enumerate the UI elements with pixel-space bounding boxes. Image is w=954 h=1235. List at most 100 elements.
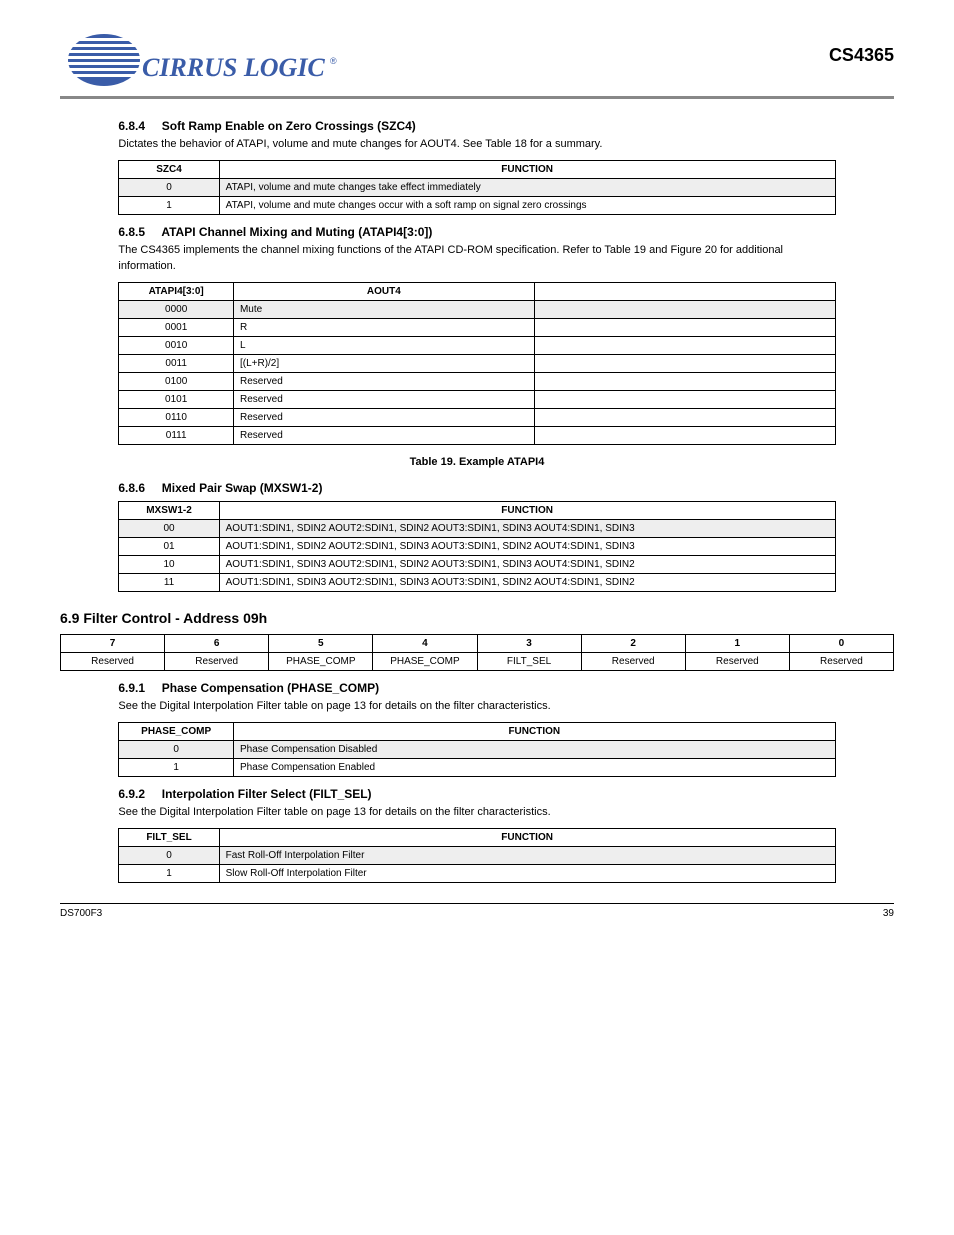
table-cell: Phase Compensation Enabled [233,758,835,776]
table-cell: 1 [119,758,234,776]
table-cell: Slow Roll-Off Interpolation Filter [219,865,835,883]
section-desc: Dictates the behavior of ATAPI, volume a… [118,137,835,152]
section-heading: 6.9.2 Interpolation Filter Select (FILT_… [118,787,835,801]
bit-cell: FILT_SEL [477,652,581,670]
heading-text: Interpolation Filter Select (FILT_SEL) [162,787,372,801]
table-cell: L [233,337,534,355]
table-cell: 10 [119,555,219,573]
register-bits-table: 7 6 5 4 3 2 1 0 Reserved Reserved PHASE_… [60,634,894,671]
logo: CIRRUS LOGIC ® [60,30,894,90]
footer-right: 39 [883,908,894,919]
table-cell: Reserved [233,427,534,445]
table-cell: AOUT1:SDIN1, SDIN2 AOUT2:SDIN1, SDIN2 AO… [219,519,835,537]
bit-cell: PHASE_COMP [269,652,373,670]
table-header [534,283,835,301]
table-header: PHASE_COMP [119,722,234,740]
table-cell [534,391,835,409]
table-cell: R [233,319,534,337]
table-cell: Fast Roll-Off Interpolation Filter [219,847,835,865]
table-cell [534,373,835,391]
mxsw-table: MXSW1-2 FUNCTION 00AOUT1:SDIN1, SDIN2 AO… [118,501,835,592]
table-cell: Reserved [233,409,534,427]
table-cell: 0111 [119,427,234,445]
table-header: FUNCTION [219,501,835,519]
table-cell: 11 [119,573,219,591]
svg-text:CIRRUS LOGIC: CIRRUS LOGIC [142,53,325,82]
bit-header: 6 [165,634,269,652]
table-cell: 0000 [119,301,234,319]
table-cell: 0100 [119,373,234,391]
table-cell [534,337,835,355]
bit-cell: Reserved [61,652,165,670]
table-header: FUNCTION [233,722,835,740]
section-desc: See the Digital Interpolation Filter tab… [118,805,835,820]
heading-text: Mixed Pair Swap (MXSW1-2) [162,481,323,495]
table-header: SZC4 [119,161,219,179]
table-caption: Table 19. Example ATAPI4 [118,455,835,470]
table-cell: 0 [119,179,219,197]
table-cell: 1 [119,865,219,883]
table-cell: Mute [233,301,534,319]
table-cell: ATAPI, volume and mute changes occur wit… [219,197,835,215]
heading-num: 6.9.1 [118,681,145,695]
table-cell: AOUT1:SDIN1, SDIN3 AOUT2:SDIN1, SDIN2 AO… [219,555,835,573]
table-cell: [(L+R)/2] [233,355,534,373]
table-cell: 0001 [119,319,234,337]
section-heading: 6.8.6 Mixed Pair Swap (MXSW1-2) [118,481,835,495]
bit-header: 4 [373,634,477,652]
table-cell: 1 [119,197,219,215]
table-header: MXSW1-2 [119,501,219,519]
bit-cell: Reserved [685,652,789,670]
heading-num: 6.8.5 [118,225,145,239]
phasecomp-table: PHASE_COMP FUNCTION 0Phase Compensation … [118,722,835,777]
table-header: FUNCTION [219,161,835,179]
table-header: FUNCTION [219,829,835,847]
section-desc: The CS4365 implements the channel mixing… [118,243,835,274]
bit-header: 1 [685,634,789,652]
bit-header: 0 [789,634,893,652]
table-cell: 0 [119,740,234,758]
bit-header: 5 [269,634,373,652]
table-cell: Reserved [233,373,534,391]
header-rule [60,96,894,99]
atapi-table: ATAPI4[3:0] AOUT4 0000Mute 0001R 0010L 0… [118,282,835,445]
page-footer: DS700F3 39 [60,903,894,919]
heading-num: 6.8.4 [118,119,145,133]
bit-header: 7 [61,634,165,652]
section-heading: 6.8.5 ATAPI Channel Mixing and Muting (A… [118,225,835,239]
table-cell [534,427,835,445]
table-cell: 0 [119,847,219,865]
section-heading: 6.9.1 Phase Compensation (PHASE_COMP) [118,681,835,695]
table-cell: 0110 [119,409,234,427]
footer-left: DS700F3 [60,908,102,919]
heading-text: Phase Compensation (PHASE_COMP) [162,681,379,695]
table-cell: 00 [119,519,219,537]
section-heading: 6.8.4 Soft Ramp Enable on Zero Crossings… [118,119,835,133]
table-cell: AOUT1:SDIN1, SDIN3 AOUT2:SDIN1, SDIN3 AO… [219,573,835,591]
heading-num: 6.8.6 [118,481,145,495]
filtsel-table: FILT_SEL FUNCTION 0Fast Roll-Off Interpo… [118,828,835,883]
product-code: CS4365 [829,45,894,66]
svg-text:®: ® [330,56,337,66]
table-cell: Reserved [233,391,534,409]
table-cell: 0011 [119,355,234,373]
bit-cell: Reserved [165,652,269,670]
table-cell: AOUT1:SDIN1, SDIN2 AOUT2:SDIN1, SDIN3 AO… [219,537,835,555]
heading-text: Soft Ramp Enable on Zero Crossings (SZC4… [162,119,416,133]
heading-text: ATAPI Channel Mixing and Muting (ATAPI4[… [161,225,432,239]
table-cell: ATAPI, volume and mute changes take effe… [219,179,835,197]
bit-cell: PHASE_COMP [373,652,477,670]
bit-header: 2 [581,634,685,652]
table-cell: Phase Compensation Disabled [233,740,835,758]
table-header: ATAPI4[3:0] [119,283,234,301]
bit-cell: Reserved [789,652,893,670]
bit-header: 3 [477,634,581,652]
szc4-table: SZC4 FUNCTION 0 ATAPI, volume and mute c… [118,160,835,215]
register-title: 6.9 Filter Control - Address 09h [60,610,894,626]
bit-cell: Reserved [581,652,685,670]
table-header: FILT_SEL [119,829,219,847]
table-cell [534,301,835,319]
table-cell: 0010 [119,337,234,355]
table-cell [534,319,835,337]
section-desc: See the Digital Interpolation Filter tab… [118,699,835,714]
